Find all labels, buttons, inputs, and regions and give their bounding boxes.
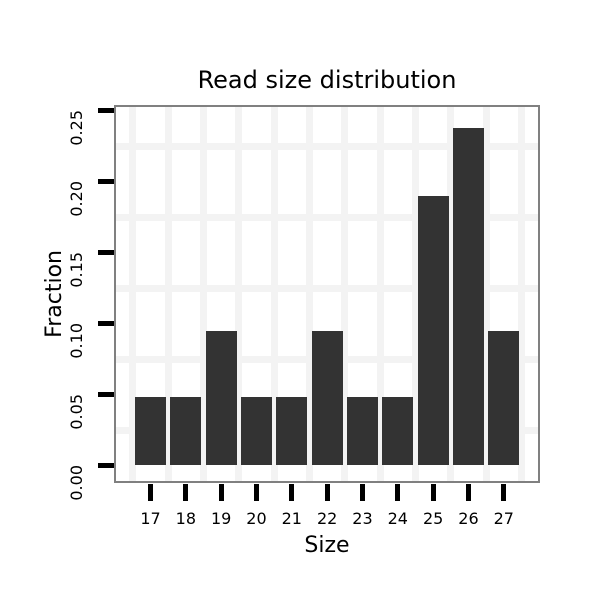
x-tick-mark — [465, 484, 471, 501]
bar-size-17 — [135, 397, 166, 466]
y-tick-mark — [98, 250, 114, 255]
y-tick-label: 0.05 — [67, 393, 86, 430]
y-tick-mark — [98, 463, 114, 468]
gridline-vertical — [482, 107, 490, 481]
gridline-horizontal — [116, 142, 538, 150]
gridline-vertical — [376, 107, 384, 481]
y-axis-title: Fraction — [42, 250, 67, 338]
x-tick-mark — [395, 484, 401, 501]
x-tick-mark — [148, 484, 153, 501]
x-tick-label: 19 — [210, 509, 232, 528]
gridline-vertical — [447, 107, 455, 481]
x-tick-label: 26 — [458, 509, 479, 528]
x-tick-label: 20 — [246, 509, 267, 528]
gridline-vertical — [164, 107, 172, 481]
y-tick-mark — [98, 179, 114, 184]
bar-size-18 — [170, 397, 202, 466]
bar-size-26 — [452, 127, 484, 466]
gridline-vertical — [411, 107, 419, 481]
x-tick-mark — [430, 484, 436, 501]
y-tick-mark — [98, 321, 114, 326]
y-tick-label: 0.20 — [67, 180, 86, 217]
x-tick-mark — [253, 484, 259, 501]
bar-size-27 — [488, 330, 520, 466]
y-tick-label: 0.25 — [67, 109, 86, 146]
bar-size-25 — [417, 195, 449, 466]
x-tick-label: 27 — [493, 509, 514, 528]
y-axis-title-box: Fraction — [40, 105, 70, 483]
gridline-vertical — [129, 107, 137, 481]
x-tick-mark — [324, 484, 330, 501]
gridline-vertical — [270, 107, 278, 481]
plot-panel — [114, 105, 540, 483]
bar-size-20 — [240, 397, 272, 466]
gridline-vertical — [341, 107, 349, 481]
bar-size-24 — [382, 397, 414, 466]
gridline-vertical — [517, 107, 525, 481]
y-tick-label: 0.15 — [67, 251, 86, 288]
x-tick-mark — [183, 484, 189, 501]
gridline-horizontal — [116, 284, 538, 292]
x-tick-mark — [289, 484, 295, 501]
x-tick-label: 25 — [422, 509, 444, 528]
chart-title: Read size distribution — [197, 66, 457, 94]
x-axis-title: Size — [304, 533, 350, 558]
x-tick-label: 24 — [387, 509, 408, 528]
x-tick-mark — [501, 484, 507, 501]
gridline-vertical — [199, 107, 207, 481]
bar-size-21 — [276, 397, 308, 466]
bar-size-19 — [205, 330, 237, 466]
gridline-vertical — [305, 107, 313, 481]
x-tick-label: 21 — [281, 509, 302, 528]
x-tick-label: 17 — [140, 509, 161, 528]
y-tick-label: 0.00 — [67, 464, 86, 501]
y-tick-mark — [98, 392, 114, 397]
x-tick-mark — [218, 484, 224, 501]
y-tick-mark — [98, 108, 114, 113]
x-tick-label: 23 — [352, 509, 373, 528]
x-tick-label: 18 — [175, 509, 196, 528]
bar-size-22 — [311, 330, 343, 466]
gridline-horizontal — [116, 213, 538, 221]
gridline-vertical — [235, 107, 243, 481]
x-tick-mark — [359, 484, 365, 501]
x-tick-label: 22 — [316, 509, 338, 528]
y-tick-label: 0.10 — [67, 322, 86, 359]
bar-size-23 — [346, 397, 378, 466]
